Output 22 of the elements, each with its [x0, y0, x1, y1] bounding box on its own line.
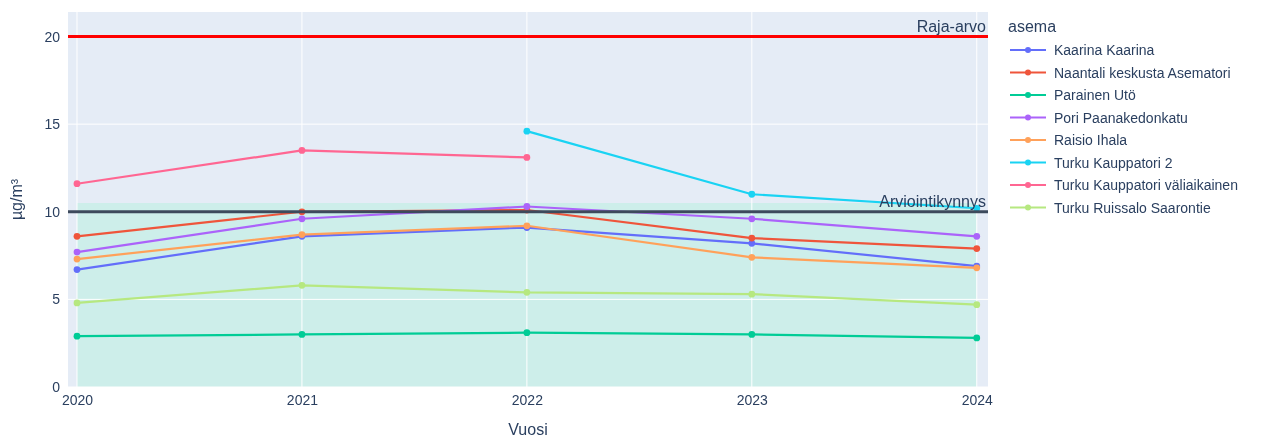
y-tick-label: 0	[52, 378, 61, 395]
legend-label: Raisio Ihala	[1054, 132, 1128, 148]
x-axis-title: Vuosi	[508, 421, 548, 438]
legend-label: Turku Kauppatori väliaikainen	[1054, 177, 1238, 193]
x-tick-label: 2022	[511, 391, 544, 408]
legend-label: Pori Paanakedonkatu	[1054, 109, 1188, 126]
x-tick-label: 2024	[961, 391, 994, 408]
y-tick-label: 5	[52, 291, 61, 308]
legend-label: Kaarina Kaarina	[1054, 42, 1155, 58]
ref-line-label: Raja-arvo	[916, 17, 987, 35]
x-tick-label: 2020	[61, 391, 94, 408]
legend-label: Naantali keskusta Asematori	[1054, 64, 1231, 81]
y-tick-label: 10	[44, 203, 61, 220]
legend-label: Turku Kauppatori 2	[1054, 154, 1173, 171]
legend-title: asema	[1008, 18, 1057, 35]
y-tick-label: 20	[44, 28, 61, 45]
x-tick-label: 2023	[736, 391, 769, 408]
y-axis-title: µg/m³	[8, 178, 25, 221]
legend-label: Parainen Utö	[1054, 87, 1136, 103]
legend-label: Turku Ruissalo Saarontie	[1054, 199, 1211, 216]
x-tick-label: 2021	[286, 391, 319, 408]
y-tick-label: 15	[44, 116, 61, 133]
